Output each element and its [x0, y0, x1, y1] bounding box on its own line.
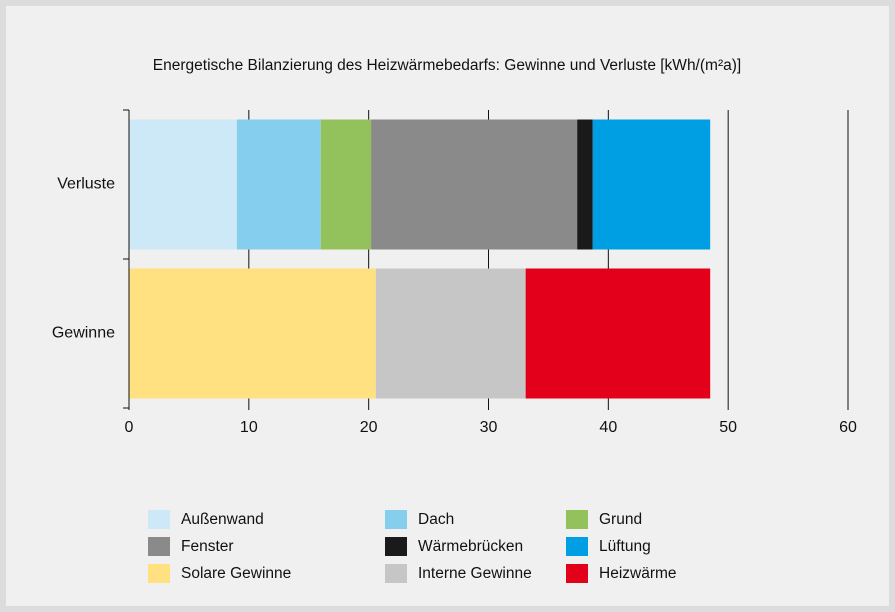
x-tick-label: 50 — [719, 419, 737, 436]
legend-label: Lüftung — [599, 538, 651, 555]
legend-label: Solare Gewinne — [181, 565, 291, 582]
legend: Außenwand Dach Grund Fenster Wärmebrücken Lüf… — [148, 510, 677, 583]
bar-segment — [129, 119, 237, 250]
x-tick-label: 30 — [480, 419, 498, 436]
bar-segment — [371, 119, 578, 250]
legend-label: Außenwand — [181, 511, 264, 528]
legend-label: Grund — [599, 511, 642, 528]
legend-swatch — [566, 564, 588, 583]
legend-label: Interne Gewinne — [418, 565, 532, 582]
labels: 0 10 20 30 40 50 60 Verluste Gewinne — [52, 176, 857, 437]
x-tick-label: 40 — [599, 419, 617, 436]
legend-swatch — [148, 564, 170, 583]
bar-segment — [592, 119, 711, 250]
legend-swatch — [385, 564, 407, 583]
legend-swatch — [385, 537, 407, 556]
bar-segment — [375, 268, 526, 399]
x-tick-label: 20 — [360, 419, 378, 436]
bar-segment — [129, 268, 376, 399]
y-tick-label: Verluste — [57, 176, 115, 193]
bars — [129, 119, 711, 399]
legend-label: Wärmebrücken — [418, 538, 523, 555]
legend-swatch — [566, 537, 588, 556]
chart-title: Energetische Bilanzierung des Heizwärmeb… — [153, 57, 741, 74]
legend-swatch — [148, 537, 170, 556]
legend-swatch — [385, 510, 407, 529]
y-tick-label: Gewinne — [52, 325, 115, 342]
bar-segment — [525, 268, 711, 399]
x-tick-label: 10 — [240, 419, 258, 436]
bar-segment — [577, 119, 593, 250]
legend-label: Dach — [418, 511, 454, 528]
legend-swatch — [148, 510, 170, 529]
legend-label: Fenster — [181, 538, 234, 555]
bar-segment — [320, 119, 372, 250]
bar-segment — [236, 119, 321, 250]
legend-label: Heizwärme — [599, 565, 677, 582]
x-tick-label: 60 — [839, 419, 857, 436]
x-tick-label: 0 — [125, 419, 134, 436]
legend-swatch — [566, 510, 588, 529]
